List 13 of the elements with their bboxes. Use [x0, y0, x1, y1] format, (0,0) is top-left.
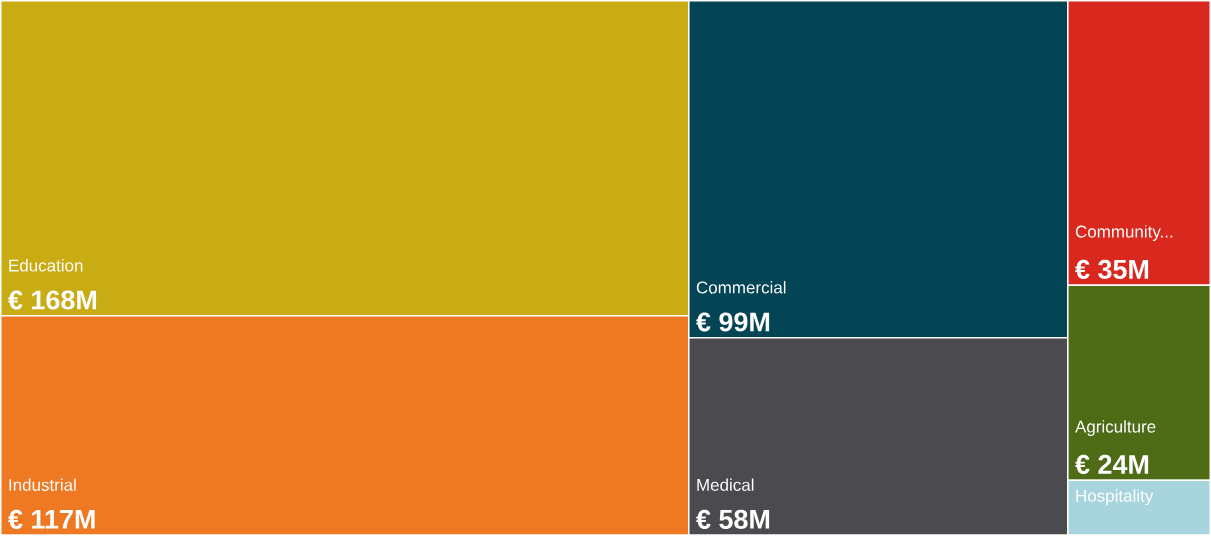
category-label: Education	[9, 259, 83, 272]
category-label: Medical	[697, 478, 754, 492]
data-label: € 99M	[696, 312, 770, 332]
data-label: € 168M	[8, 290, 97, 310]
category-label: Commercial	[696, 281, 786, 294]
data-label: € 35M	[1075, 259, 1149, 280]
data-label: € 117M	[8, 509, 95, 529]
category-label: Hospitality	[1076, 489, 1154, 506]
category-label: Community...	[1075, 225, 1173, 242]
data-label: € 24M	[1075, 454, 1149, 475]
category-label: Industrial	[9, 478, 76, 492]
data-label: € 58M	[696, 509, 770, 529]
category-label: Agriculture	[1075, 420, 1156, 437]
